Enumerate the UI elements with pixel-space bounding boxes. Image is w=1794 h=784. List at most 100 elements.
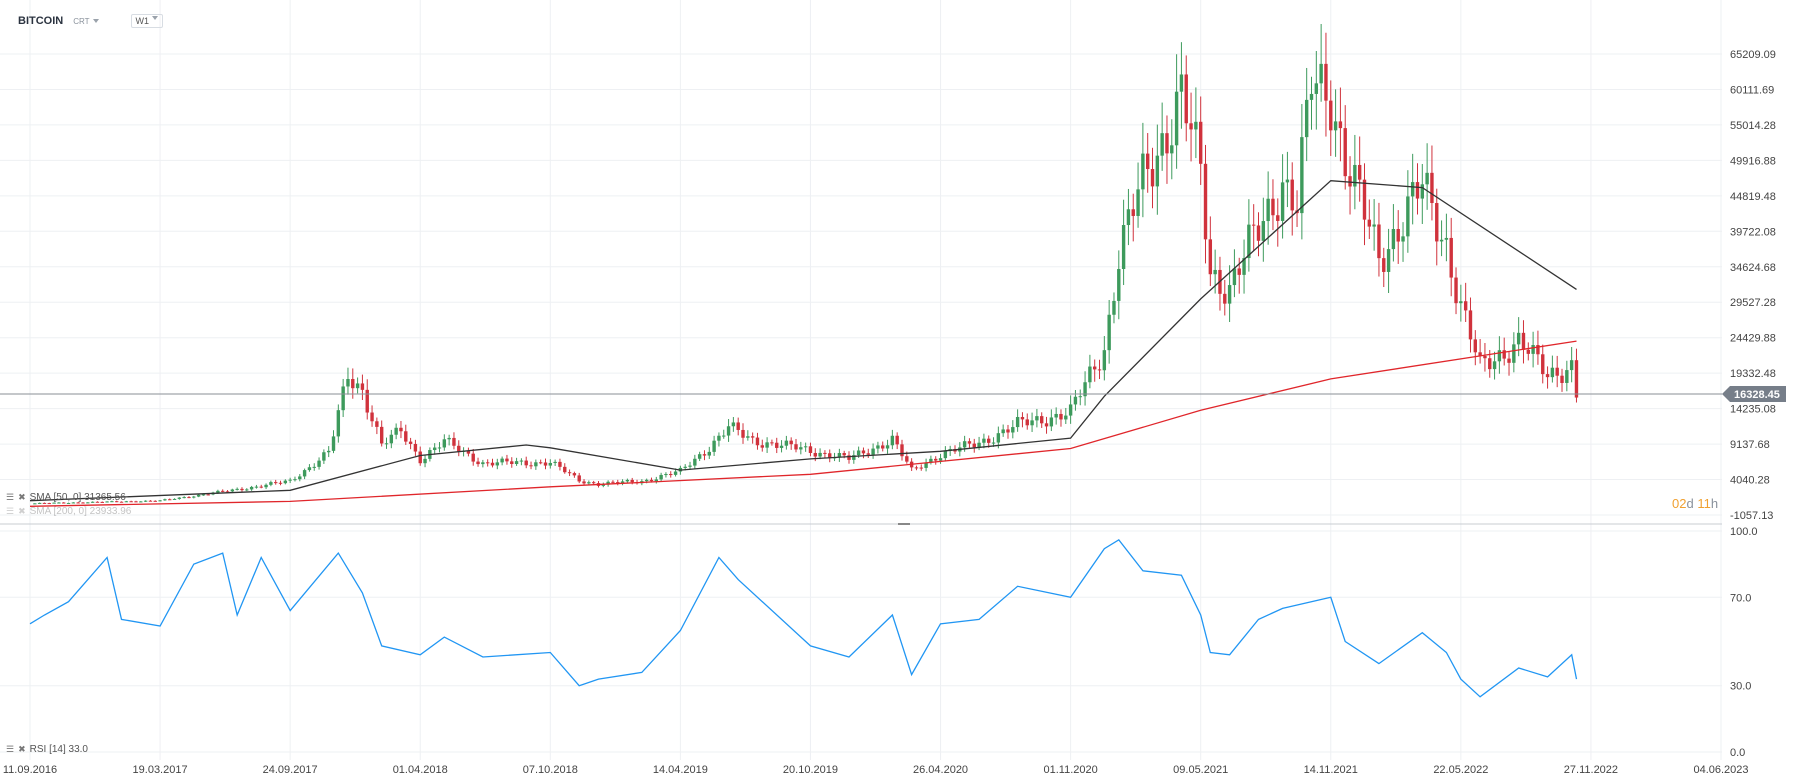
candle-body [1073, 396, 1078, 405]
candle-body [394, 427, 398, 435]
chevron-down-icon [92, 19, 99, 23]
candle-body [423, 458, 427, 464]
candle [1435, 188, 1439, 266]
candle [1545, 366, 1550, 389]
y-tick-label: 60111.69 [1730, 84, 1774, 96]
candle [1550, 355, 1555, 383]
candle-countdown: 02d 11h [1672, 496, 1718, 511]
candle-body [1545, 374, 1550, 378]
candle-body [1333, 121, 1338, 131]
candle-body [924, 462, 928, 468]
candle-body [702, 454, 707, 456]
candle [707, 446, 711, 459]
candle [1223, 279, 1227, 316]
candle [346, 367, 350, 395]
timeframe-select[interactable]: W1 [130, 14, 164, 28]
candle-body [818, 452, 822, 457]
candle-body [1198, 121, 1203, 164]
candle [1492, 351, 1497, 380]
candle-body [115, 501, 119, 503]
candle-body [1131, 209, 1135, 216]
candle-body [437, 447, 442, 449]
candle [1184, 55, 1188, 142]
candle [620, 479, 625, 486]
candle [1459, 284, 1463, 322]
candle [1232, 249, 1237, 298]
candle-body [225, 491, 230, 493]
candle [789, 437, 793, 450]
candle-body [649, 479, 654, 482]
candle [1348, 156, 1352, 215]
candle-body [1526, 349, 1530, 354]
symbol-name[interactable]: BITCOIN [18, 15, 64, 27]
close-icon[interactable]: ✖ [18, 744, 26, 754]
candle-body [866, 453, 870, 455]
candle [914, 465, 919, 471]
candle [1141, 122, 1145, 218]
candle [625, 478, 630, 483]
sma200-legend[interactable]: ☰ ✖ SMA [200, 0] 23933.96 [6, 506, 131, 517]
candle-body [1415, 182, 1420, 199]
candle [1483, 343, 1487, 372]
rsi-legend[interactable]: ☰ ✖ RSI [14] 33.0 [6, 744, 88, 755]
candle [505, 454, 509, 465]
close-icon[interactable]: ✖ [18, 492, 26, 502]
candle-body [81, 502, 85, 504]
candle-body [1174, 91, 1179, 146]
candle-body [606, 481, 610, 485]
candle [249, 485, 254, 491]
menu-icon[interactable]: ☰ [6, 506, 15, 516]
candle [153, 500, 157, 502]
menu-icon[interactable]: ☰ [6, 744, 15, 754]
candle-body [625, 479, 630, 482]
menu-icon[interactable]: ☰ [6, 492, 15, 502]
candle-body [1150, 169, 1155, 187]
candle [254, 484, 259, 489]
candle-body [1247, 224, 1251, 259]
symbol-type[interactable]: CRT [73, 17, 99, 26]
candle-body [620, 481, 625, 484]
candle-body [196, 494, 201, 497]
candle [264, 483, 268, 490]
candle [1170, 119, 1174, 180]
candle-body [408, 441, 413, 444]
candle [1300, 103, 1304, 240]
candle-body [707, 451, 711, 456]
candle-body [1488, 358, 1492, 370]
candle [1329, 80, 1333, 156]
candle-body [1343, 128, 1347, 177]
sma50-legend[interactable]: ☰ ✖ SMA [50, 0] 31365.56 [6, 492, 126, 503]
candle [1165, 115, 1169, 184]
candle-body [1078, 396, 1082, 398]
candle-body [731, 422, 736, 427]
candle-body [1213, 269, 1217, 275]
candle-body [33, 503, 37, 505]
candle-body [1276, 215, 1280, 221]
candle-body [1401, 236, 1405, 242]
candle-body [1550, 367, 1555, 378]
candle [1179, 42, 1184, 129]
candle-body [900, 444, 904, 457]
candle-body [452, 437, 456, 446]
candle-body [1035, 416, 1039, 421]
candle-body [375, 421, 379, 427]
candle [750, 432, 755, 444]
candle [307, 464, 312, 472]
candle [139, 501, 143, 503]
candle-body [341, 386, 345, 411]
x-tick-label: 19.03.2017 [133, 764, 188, 776]
candle [37, 502, 42, 504]
candle-body [1271, 198, 1275, 216]
candle-body [1319, 63, 1323, 84]
candle [375, 417, 379, 435]
close-icon[interactable]: ✖ [18, 506, 26, 516]
candle [1145, 133, 1150, 193]
candle [1526, 342, 1530, 361]
rsi-tick-label: 30.0 [1730, 681, 1751, 693]
candle [1251, 204, 1256, 251]
candle [42, 502, 47, 504]
candle [394, 423, 398, 440]
x-tick-label: 01.11.2020 [1043, 764, 1097, 776]
candle-body [1396, 229, 1400, 242]
